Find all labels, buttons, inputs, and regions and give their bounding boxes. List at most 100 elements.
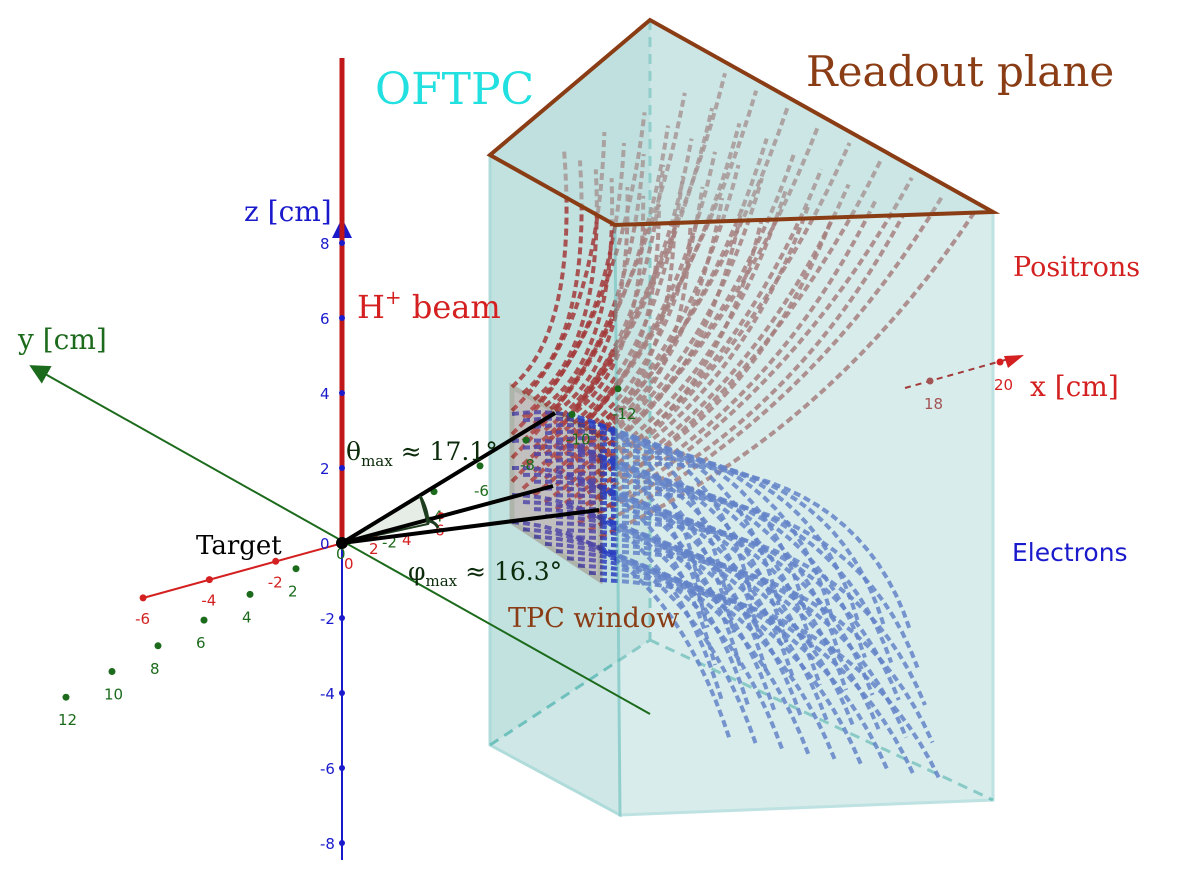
phi-symbol: φ [408,557,426,586]
electron-track [511,520,732,741]
positron-track [554,186,630,414]
z-tick-mark [339,690,345,696]
theta-ray [340,411,557,545]
x-axis-label: x [cm] [1030,370,1119,403]
axis-ticks: 86420-2-4-6-8121086420-2-4-6-8-10-12-6-4… [58,235,1013,853]
y-tick-mark [62,693,70,701]
y-tick-label: -10 [566,431,591,449]
z-tick-label: -4 [320,685,335,703]
phi-ray [341,508,600,545]
diagram-title: OFTPC [375,64,534,115]
positron-track [576,197,725,451]
positron-track [598,222,693,439]
electron-track [511,410,702,591]
z-tick-label: 6 [320,310,330,328]
electron-track [511,493,725,704]
electron-track [599,461,912,631]
theta-sub: max [361,452,393,470]
y-tick-label: 6 [196,634,206,652]
electron-track [588,484,894,664]
z-tick-label: -8 [320,835,335,853]
beam-label-main: H [357,288,385,326]
positron-track [543,164,666,432]
electron-track [599,549,935,744]
z-tick-label: -2 [320,610,335,628]
electron-track [577,535,882,734]
y-tick-mark [108,668,116,675]
z-tick-label: 8 [320,235,330,253]
y-tick-label: 0 [336,545,346,563]
electron-track [544,429,781,606]
chamber-right-face [613,210,995,817]
electrons-label: Electrons [1012,538,1128,567]
electron-track [533,423,755,601]
x-axis-arrow-icon [1004,355,1024,368]
theta-label: θmax ≈ 17.1° [346,437,498,470]
x-tick-label: -6 [135,610,150,628]
positron-track [565,168,824,494]
positron-track [521,160,584,395]
y-tick-mark [522,436,530,444]
z-tick-mark [339,615,345,621]
y-tick-mark [154,642,162,650]
readout-plane-label: Readout plane [806,47,1114,96]
phi-arc [425,518,440,529]
y-tick-label: -6 [474,482,489,500]
phi-value: ≈ 16.3° [457,557,562,586]
positron-track [565,159,883,518]
theta-symbol: θ [346,437,361,466]
z-tick-mark [339,465,345,471]
positron-track [576,190,788,476]
positron-track [543,178,615,408]
x-tick-label: -2 [268,573,283,591]
x-tick-label: 2 [369,540,379,558]
y-tick-label: -12 [612,405,637,423]
electron-track [599,520,927,706]
y-tick-label: -8 [520,456,535,474]
y-tick-label: 12 [58,711,77,729]
beam-label: H+ beam [357,285,501,326]
positrons-label: Positrons [1013,252,1140,283]
phi-sub: max [426,572,458,590]
positron-track [587,208,744,458]
electron-track [566,442,834,616]
electron-track [577,507,875,696]
y-tick-label: 2 [288,583,298,601]
x-axis-dashed [904,357,1013,389]
z-tick-label: 4 [320,385,330,403]
z-tick-mark [339,840,345,846]
z-axis-label: z [cm] [244,195,332,228]
electron-track [577,563,890,771]
electron-track [555,549,837,761]
electron-track [555,521,830,724]
y-tick-label: 8 [150,660,160,678]
electron-track [599,491,920,669]
positron-track [532,138,694,449]
theta-value: ≈ 17.1° [393,437,498,466]
electron-track [555,435,807,611]
tpc-window [509,382,603,585]
z-tick-label: -6 [320,760,335,778]
y-tick-mark [614,385,622,393]
positron-track [565,177,764,469]
x-tick-label: 20 [994,376,1013,394]
chamber-front [486,17,1001,817]
center-ray [341,484,554,545]
z-tick-mark [339,315,345,321]
electron-track [522,416,729,596]
x-tick-label: 4 [402,531,412,549]
y-tick-mark [292,565,300,573]
positron-track [510,151,569,389]
acceptance-angles [336,411,600,549]
x-tick-mark [139,594,147,602]
z-tick-mark [339,765,345,771]
y-tick-mark [568,411,576,418]
x-tick-label: 18 [924,395,943,413]
positron-track [554,164,741,463]
z-tick-label: 2 [320,460,330,478]
positron-track [587,213,677,433]
target-point [336,537,348,549]
electron-track [588,513,901,701]
electron-track [599,578,942,781]
